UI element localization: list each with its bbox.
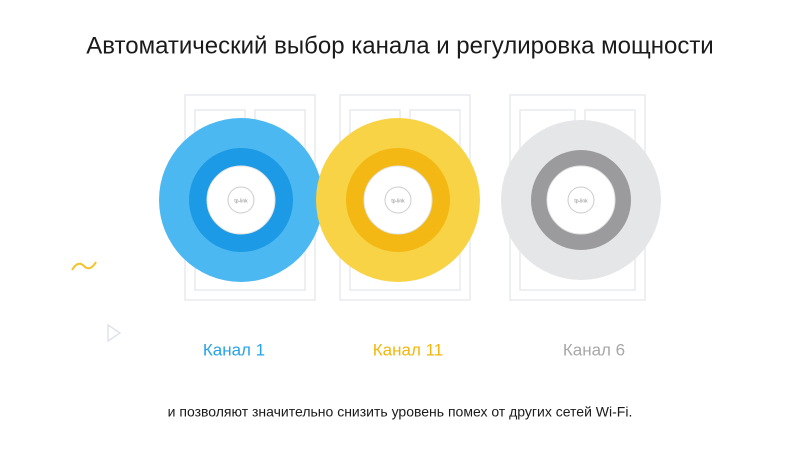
device-logo: tp-link — [574, 198, 588, 204]
channel-label: Канал 11 — [373, 340, 444, 359]
access-point-3: tp-link — [501, 120, 661, 280]
device-logo: tp-link — [391, 198, 405, 204]
channel-label: Канал 6 — [563, 340, 625, 359]
decoration — [71, 261, 97, 271]
channel-label: Канал 1 — [203, 340, 265, 359]
decoration — [107, 323, 122, 343]
title: Автоматический выбор канала и регулировк… — [86, 32, 713, 59]
caption: и позволяют значительно снизить уровень … — [168, 404, 633, 420]
access-point-2: tp-link — [316, 118, 480, 282]
access-point-1: tp-link — [159, 118, 323, 282]
device-logo: tp-link — [234, 198, 248, 204]
